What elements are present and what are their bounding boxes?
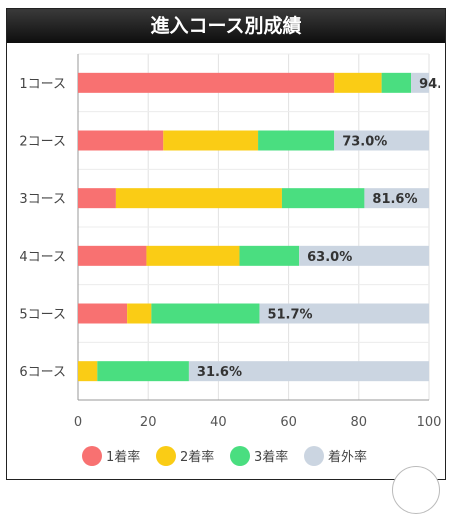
bar-segment-1: [78, 303, 128, 324]
legend-label: 3着率: [254, 449, 288, 465]
bar-segment-4: [299, 245, 429, 266]
chart-title: 進入コース別成績: [7, 9, 445, 43]
bar-segment-3: [97, 361, 189, 382]
data-label: 81.6%: [372, 192, 417, 207]
data-label: 63.0%: [307, 250, 352, 265]
bar-segment-3: [258, 130, 335, 151]
bar-segment-1: [78, 188, 116, 209]
legend-swatch: [156, 446, 176, 466]
stacked-bar-chart: 0 20 40 60 80 100 1コース 94.9% 2コース 73.0% 3コース 81.6% 4…: [19, 53, 452, 466]
legend-label: 1着率: [106, 449, 140, 465]
bar-segment-4: [411, 72, 429, 93]
bar-segment-2: [163, 130, 259, 151]
x-tick-label: 0: [74, 415, 82, 430]
bar-segment-4: [364, 188, 429, 209]
data-label: 94.9%: [419, 77, 452, 92]
bar-segment-2: [127, 303, 152, 324]
y-category-label: 6コース: [19, 365, 66, 380]
y-category-label: 1コース: [19, 77, 66, 92]
data-label: 31.6%: [197, 365, 242, 380]
y-category-label: 2コース: [19, 135, 66, 150]
bar-segment-3: [281, 188, 365, 209]
y-category-label: 3コース: [19, 192, 66, 207]
bar-segment-1: [78, 72, 335, 93]
x-tick-label: 40: [210, 415, 227, 430]
bar-segment-2: [146, 245, 240, 266]
bar-segment-4: [188, 361, 429, 382]
bar-segment-1: [78, 245, 147, 266]
legend-swatch: [230, 446, 250, 466]
bar-segment-3: [239, 245, 300, 266]
data-label: 73.0%: [342, 135, 387, 150]
legend-swatch: [304, 446, 324, 466]
x-tick-label: 60: [280, 415, 297, 430]
data-label: 51.7%: [267, 308, 312, 323]
x-tick-label: 20: [140, 415, 157, 430]
bar-segment-2: [334, 72, 382, 93]
x-tick-label: 100: [417, 415, 442, 430]
legend-label: 2着率: [180, 449, 214, 465]
legend-swatch: [82, 446, 102, 466]
y-category-label: 5コース: [19, 308, 66, 323]
bar-segment-2: [115, 188, 282, 209]
bar-segment-1: [78, 130, 164, 151]
bar-segment-2: [78, 361, 98, 382]
scroll-top-button[interactable]: [392, 466, 440, 514]
x-tick-label: 80: [351, 415, 368, 430]
legend-label: 着外率: [328, 449, 367, 465]
bar-segment-4: [334, 130, 429, 151]
bar-segment-3: [151, 303, 260, 324]
y-category-label: 4コース: [19, 250, 66, 265]
bar-segment-3: [381, 72, 412, 93]
bar-segment-4: [259, 303, 429, 324]
